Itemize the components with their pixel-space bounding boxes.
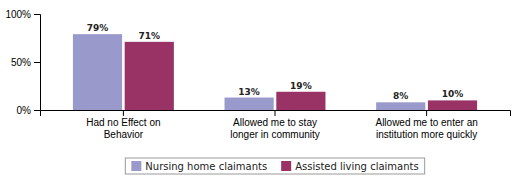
bar	[125, 42, 174, 110]
x-tick-label-line: Had no Effect on	[86, 117, 160, 128]
legend-frame	[125, 158, 424, 174]
data-label: 71%	[138, 31, 160, 41]
bars	[73, 34, 477, 110]
legend-label: Assisted living claimants	[295, 161, 419, 172]
x-tick-mark	[275, 110, 276, 116]
bar	[376, 102, 425, 110]
y-tick-mark	[34, 62, 40, 63]
x-tick: Allowed me to enter aninstitution more q…	[375, 110, 477, 140]
bar	[73, 34, 122, 110]
x-tick: Had no Effect onBehavior	[86, 110, 160, 140]
chart: 0% 50% 100% Had no Effect onBehavior Allowed…	[0, 0, 522, 180]
bar	[225, 98, 274, 110]
legend-label: Nursing home claimants	[145, 161, 267, 172]
y-tick-label: 50%	[11, 57, 31, 68]
legend-item: Nursing home claimants	[131, 161, 267, 172]
data-label: 8%	[393, 91, 408, 101]
legend-swatch	[131, 161, 141, 171]
data-label: 79%	[87, 23, 109, 33]
bar	[276, 92, 325, 110]
x-axis-line	[41, 111, 511, 117]
x-tick-label: Had no Effect onBehavior	[86, 117, 160, 140]
x-tick: Allowed me to staylonger in community	[230, 110, 319, 140]
y-axis: 0% 50% 100%	[5, 9, 40, 116]
legend-item: Assisted living claimants	[281, 161, 419, 172]
y-tick-label: 100%	[5, 9, 31, 20]
x-tick-label-line: Allowed me to stay	[233, 117, 317, 128]
x-tick-label: Allowed me to enter aninstitution more q…	[375, 117, 477, 140]
y-tick: 50%	[11, 57, 40, 68]
data-label: 13%	[238, 87, 260, 97]
y-tick: 100%	[5, 9, 40, 20]
bar	[428, 100, 477, 110]
data-label: 19%	[290, 81, 312, 91]
x-tick-mark	[426, 110, 427, 116]
y-tick-mark	[34, 110, 40, 111]
y-tick-mark	[34, 14, 40, 15]
x-tick-label-line: Behavior	[104, 129, 144, 140]
x-axis: Had no Effect onBehavior Allowed me to st…	[41, 110, 511, 140]
x-tick-mark	[123, 110, 124, 116]
data-labels: 79% 13% 8% 71% 19% 10%	[87, 23, 464, 101]
x-tick-label-line: longer in community	[230, 129, 319, 140]
y-tick: 0%	[17, 105, 40, 116]
y-axis-line	[34, 15, 41, 111]
plot: 0% 50% 100% Had no Effect onBehavior Allowed…	[5, 9, 510, 140]
y-tick-label: 0%	[17, 105, 32, 116]
x-tick-label-line: Allowed me to enter an	[375, 117, 477, 128]
data-label: 10%	[442, 89, 464, 99]
legend: Nursing home claimants Assisted living cl…	[125, 158, 424, 174]
x-tick-label-line: institution more quickly	[376, 129, 477, 140]
x-tick-label: Allowed me to staylonger in community	[230, 117, 319, 140]
legend-swatch	[281, 161, 291, 171]
